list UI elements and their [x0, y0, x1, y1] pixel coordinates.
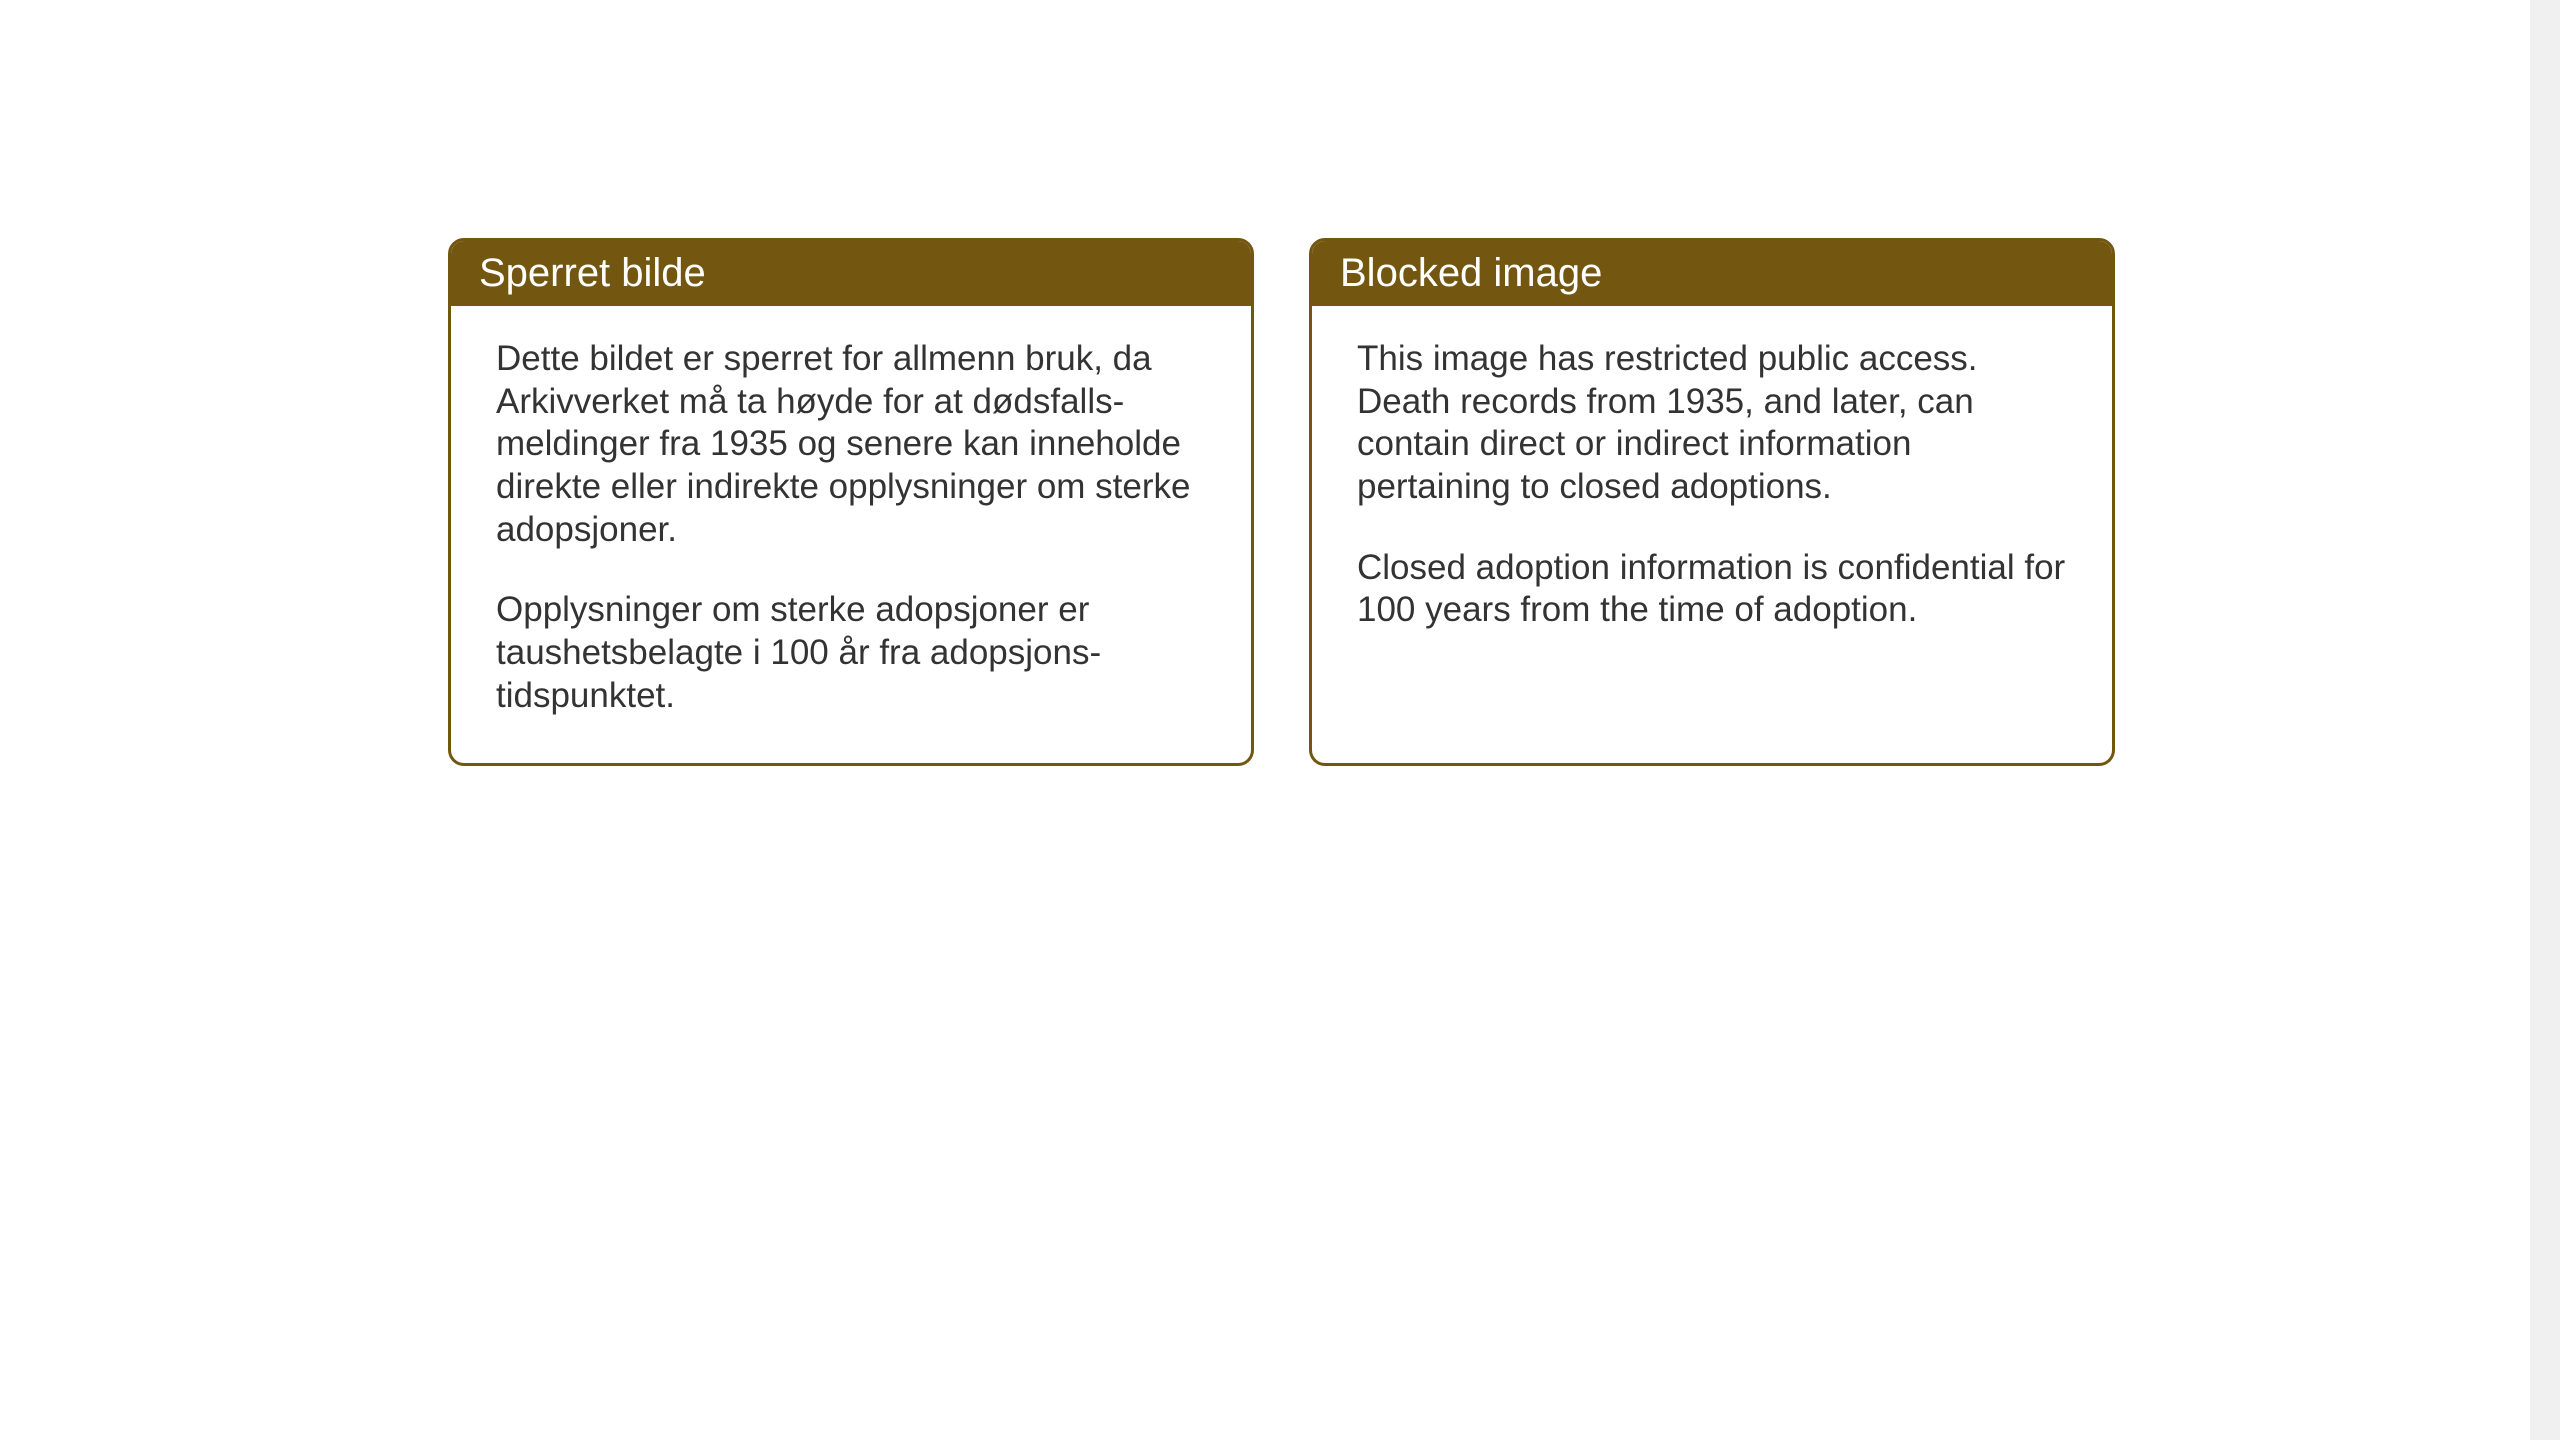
- english-notice-card: Blocked image This image has restricted …: [1309, 238, 2115, 766]
- english-card-body: This image has restricted public access.…: [1312, 306, 2112, 677]
- english-paragraph-1: This image has restricted public access.…: [1357, 338, 2067, 509]
- english-card-title: Blocked image: [1312, 241, 2112, 306]
- norwegian-notice-card: Sperret bilde Dette bildet er sperret fo…: [448, 238, 1254, 766]
- notice-cards-container: Sperret bilde Dette bildet er sperret fo…: [448, 238, 2115, 766]
- norwegian-card-title: Sperret bilde: [451, 241, 1251, 306]
- english-paragraph-2: Closed adoption information is confident…: [1357, 547, 2067, 632]
- vertical-scrollbar[interactable]: [2530, 0, 2560, 1440]
- norwegian-paragraph-1: Dette bildet er sperret for allmenn bruk…: [496, 338, 1206, 551]
- norwegian-paragraph-2: Opplysninger om sterke adopsjoner er tau…: [496, 589, 1206, 717]
- norwegian-card-body: Dette bildet er sperret for allmenn bruk…: [451, 306, 1251, 763]
